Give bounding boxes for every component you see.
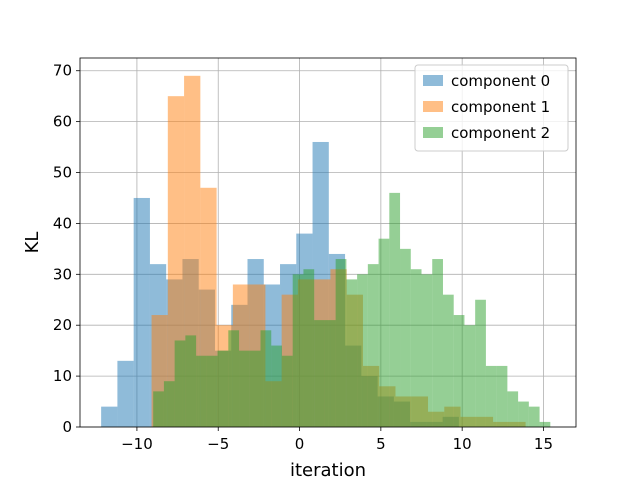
histogram-bar-series-2: [432, 259, 443, 427]
histogram-bar-series-2: [271, 345, 282, 427]
legend-label: component 1: [451, 98, 550, 116]
y-tick-label: 0: [62, 418, 72, 436]
histogram-bar-series-2: [185, 335, 197, 427]
x-axis-label: iteration: [290, 460, 366, 480]
y-tick-label: 10: [53, 367, 72, 385]
histogram-bar-series-2: [314, 320, 325, 427]
x-tick-label: 5: [376, 435, 386, 453]
histogram-bars: [101, 75, 551, 428]
legend-label: component 2: [451, 124, 550, 142]
histogram-bar-series-2: [174, 340, 186, 427]
histogram-bar-series-2: [346, 279, 358, 427]
histogram-bar-series-2: [378, 238, 390, 427]
legend: component 0 component 1 component 2: [414, 64, 569, 152]
histogram-bar-series-2: [442, 294, 454, 427]
histogram-bar-series-2: [206, 355, 218, 427]
legend-swatch: [423, 75, 443, 86]
histogram-bar-series-2: [239, 350, 250, 427]
histogram-bar-series-2: [389, 192, 401, 427]
histogram-bar-series-2: [163, 381, 175, 427]
y-tick-label: 40: [53, 214, 72, 232]
histogram-bar-series-2: [367, 264, 379, 427]
histogram-bar-series-2: [281, 355, 293, 427]
histogram-bar-series-2: [496, 365, 508, 427]
histogram-bar-series-2: [303, 269, 315, 427]
histogram-bar-series-2: [400, 248, 411, 427]
histogram-bar-series-2: [292, 274, 304, 427]
histogram-bar-series-2: [453, 315, 465, 427]
y-tick-label: 20: [53, 316, 72, 334]
histogram-bar-series-2: [228, 330, 240, 427]
histogram-bar-series-2: [324, 320, 336, 427]
legend-swatch: [423, 127, 443, 138]
y-tick-label: 50: [53, 164, 72, 182]
histogram-bar-series-2: [249, 350, 261, 427]
histogram-bar-series-2: [153, 391, 164, 427]
histogram-bar-series-2: [260, 330, 272, 427]
histogram-bar-series-0: [117, 360, 134, 427]
histogram-bar-series-2: [217, 350, 229, 427]
legend-box: [414, 64, 569, 152]
histogram-bar-series-2: [507, 391, 519, 427]
y-tick-label: 30: [53, 265, 72, 283]
histogram-bar-series-2: [196, 355, 207, 427]
x-tick-label: 15: [534, 435, 553, 453]
histogram-bar-series-2: [464, 325, 476, 427]
plot-area-frame: [79, 57, 577, 428]
histogram-bar-series-2: [518, 401, 529, 427]
histogram-bar-series-2: [335, 259, 347, 427]
y-axis-label: KL: [22, 232, 43, 254]
histogram-bar-series-2: [357, 274, 368, 427]
histogram-bar-series-0: [133, 197, 150, 427]
y-tick-label: 70: [53, 62, 72, 80]
x-tick-label: −5: [207, 435, 229, 453]
x-tick-label: 10: [453, 435, 472, 453]
histogram-bar-series-2: [421, 274, 433, 427]
histogram-bar-series-2: [475, 299, 486, 427]
histogram-bar-series-2: [528, 406, 540, 427]
legend-label: component 0: [451, 72, 550, 90]
x-tick-label: 0: [295, 435, 305, 453]
axis-ticks: −10 −5 0 5 10 15 0 10 20 30 40 50 60 70: [53, 62, 553, 453]
histogram-bar-series-2: [410, 269, 422, 427]
histogram-bar-series-0: [101, 406, 118, 427]
histogram-bar-series-2: [539, 421, 551, 427]
legend-swatch: [423, 101, 443, 112]
y-tick-label: 60: [53, 113, 72, 131]
histogram-bar-series-2: [485, 365, 497, 427]
x-tick-label: −10: [121, 435, 153, 453]
